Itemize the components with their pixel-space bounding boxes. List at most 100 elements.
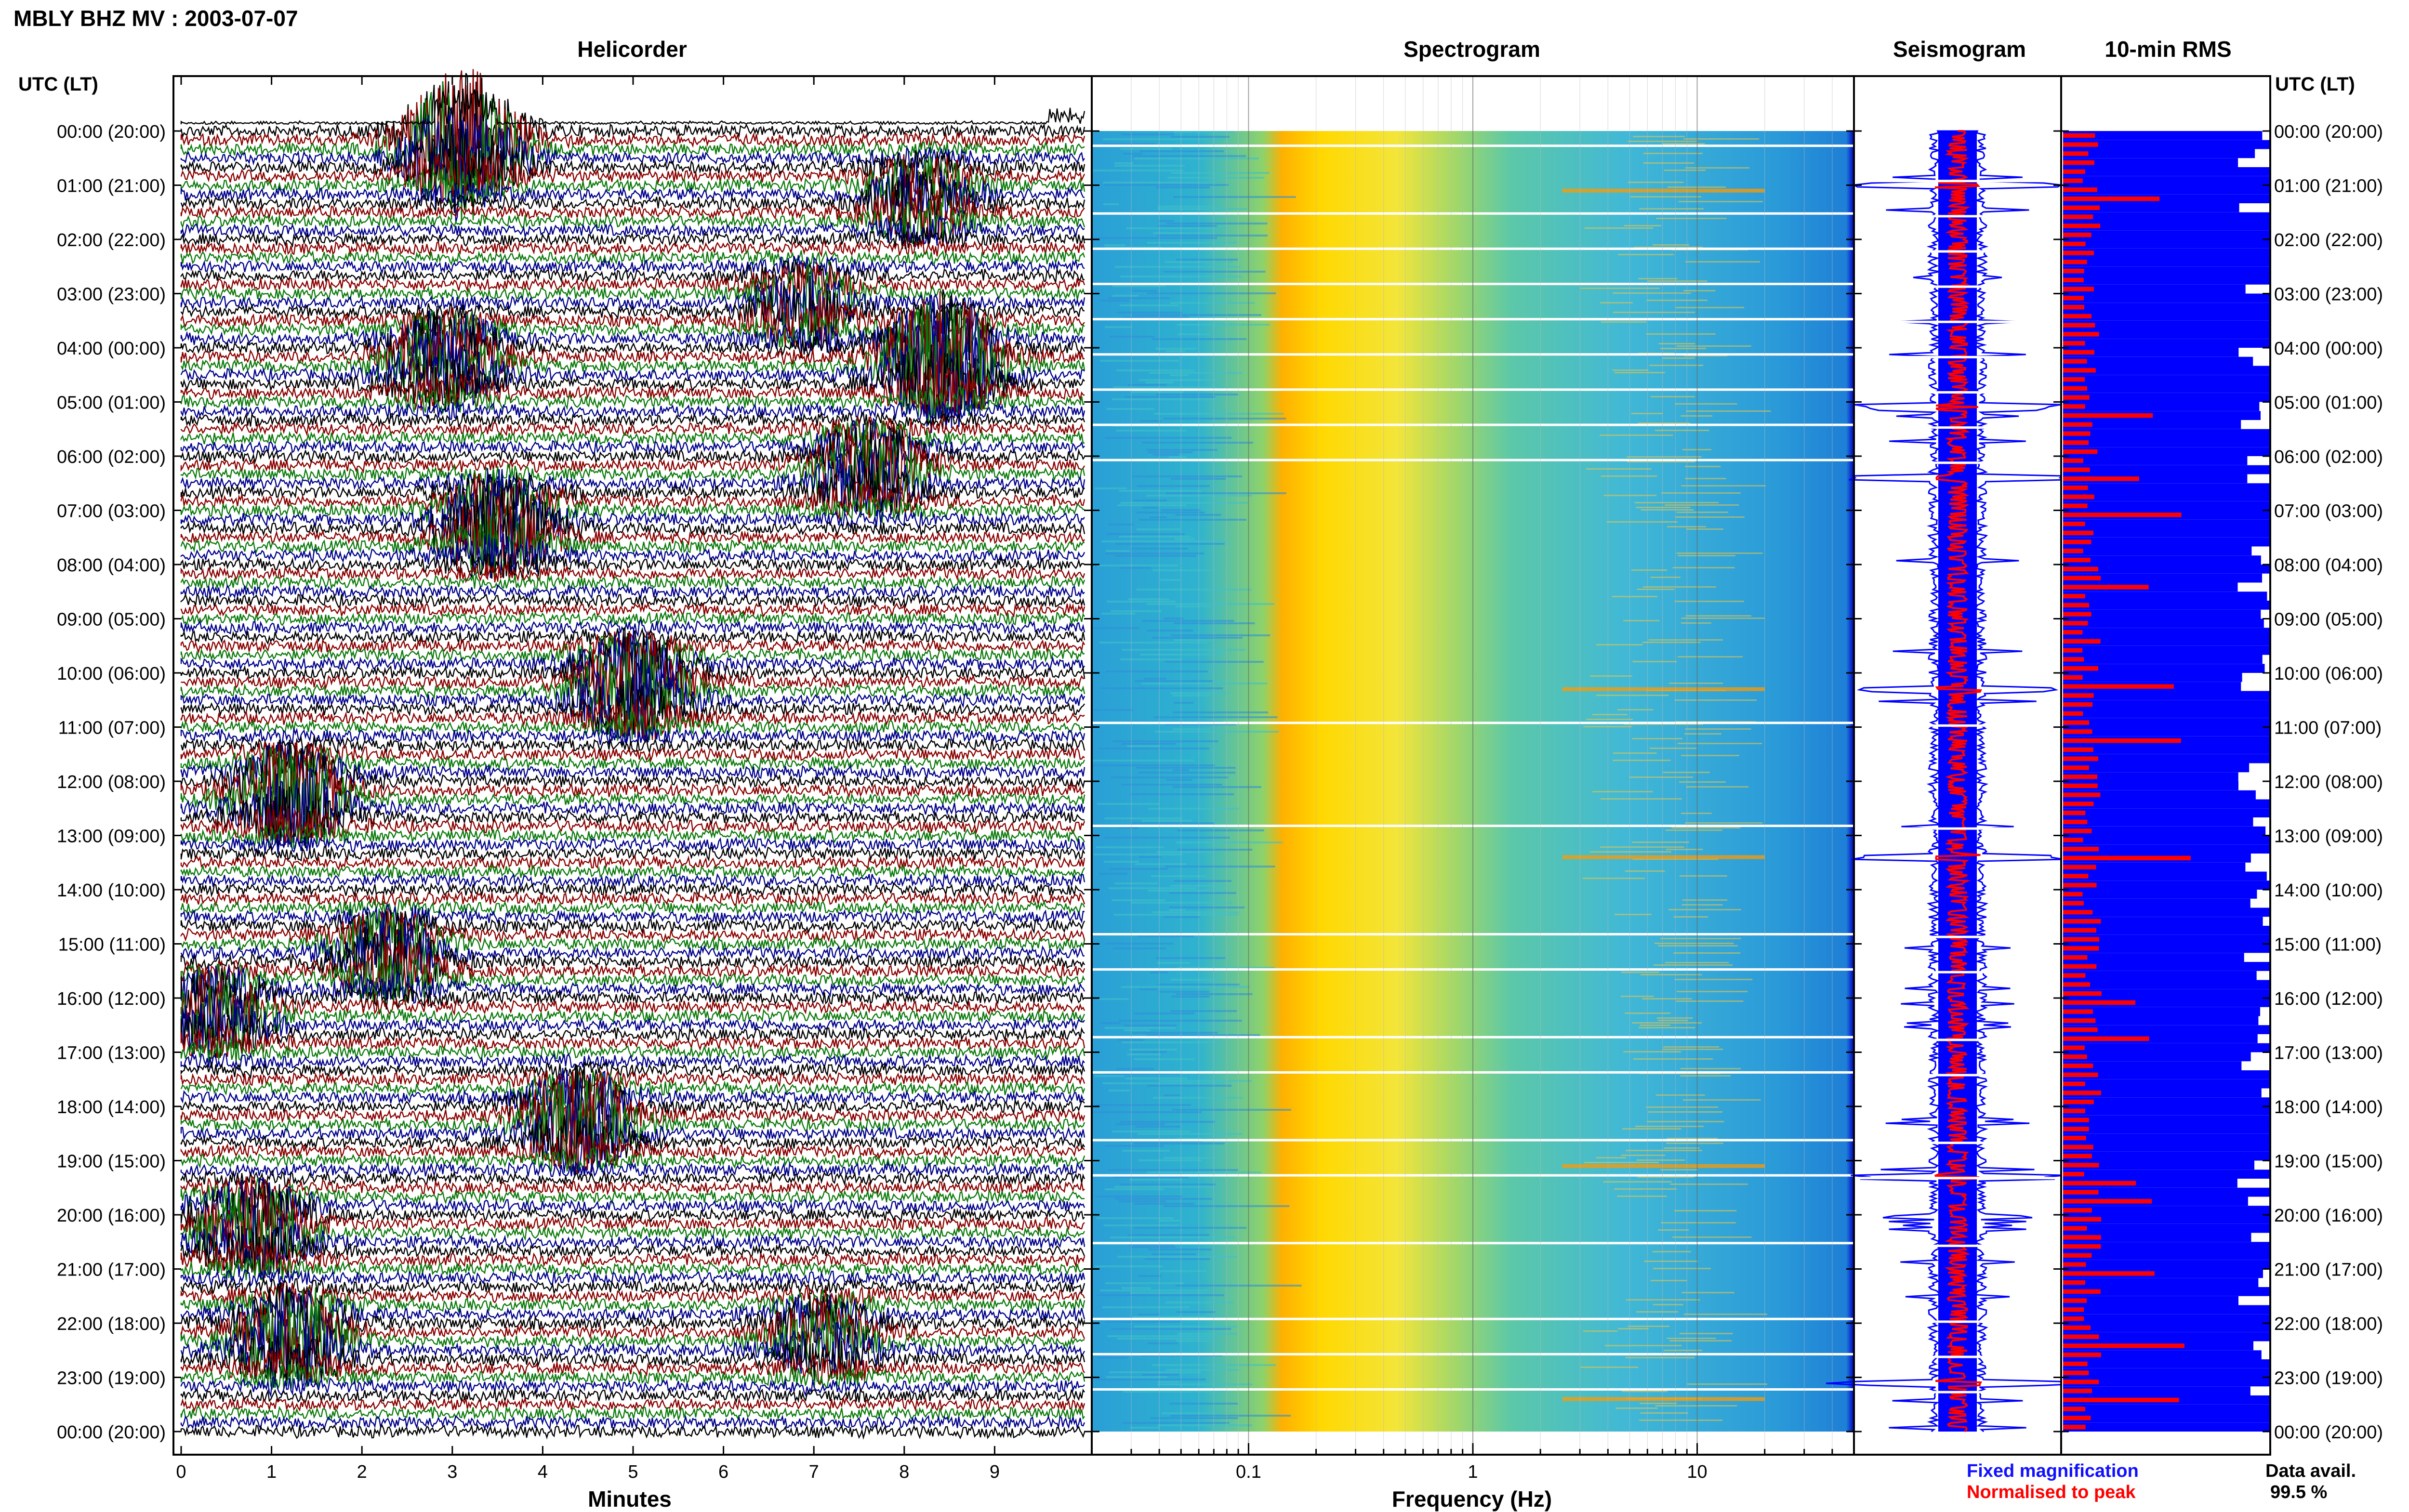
spectrogram-row (1136, 589, 1252, 591)
rms-normalised-bar (2063, 386, 2087, 391)
spectrogram-row (1618, 1328, 1649, 1329)
spectrogram-row (1662, 1049, 1723, 1050)
rms-normalised-bar (2063, 675, 2083, 680)
seismogram-gap (1855, 1391, 2060, 1394)
spectrogram-row (1166, 223, 1268, 224)
rms-normalised-bar (2063, 1099, 2094, 1104)
rms-normalised-bar (2063, 1054, 2087, 1059)
spectrogram-row (1139, 856, 1161, 858)
rms-normalised-bar (2063, 1063, 2093, 1068)
figure-title: MBLY BHZ MV : 2003-07-07 (13, 6, 298, 31)
rms-normalised-bar (2063, 603, 2089, 608)
rms-fixed-bar (2063, 808, 2270, 817)
seismogram-fixed-trace (1958, 130, 2089, 1433)
rms-fixed-bar (2063, 573, 2263, 583)
helicorder-x-tick: 1 (266, 1462, 277, 1482)
seismogram-gap (1855, 1320, 2060, 1323)
spectrogram-row (1171, 996, 1210, 998)
spectrogram-row (1132, 475, 1242, 477)
spectrogram-row (1094, 237, 1217, 239)
helicorder-trace (180, 549, 1085, 579)
spectrogram-row (1126, 227, 1227, 229)
rms-fixed-bar (2063, 158, 2238, 167)
spectrogram-row (1134, 1058, 1195, 1060)
spectrogram-row (1129, 1179, 1183, 1181)
spectrogram-row (1584, 227, 1654, 229)
rms-normalised-bar (2063, 485, 2088, 490)
helicorder-trace (180, 431, 1085, 511)
rms-fixed-bar (2063, 1332, 2270, 1341)
spectrogram-row (1169, 907, 1245, 908)
spectrogram-row (1106, 533, 1185, 535)
spectrogram-row (1108, 1090, 1130, 1091)
rms-normalised-bar (2063, 792, 2101, 797)
spectrogram-row (1177, 829, 1264, 831)
spectrogram-row (1152, 637, 1243, 639)
spectrogram-row (1169, 1403, 1238, 1405)
spectrogram-row (1096, 1294, 1224, 1296)
spectrogram-row (1096, 846, 1164, 848)
rms-fixed-bar (2063, 1160, 2255, 1170)
spectrogram-row (1116, 430, 1187, 432)
seismogram-gap (1855, 1142, 2060, 1144)
spectrogram-row (1580, 1367, 1639, 1368)
spectrogram-row (1121, 986, 1250, 988)
helicorder-trace (180, 908, 1085, 962)
helicorder-trace (180, 1406, 1085, 1422)
rms-bars (2063, 131, 2270, 1432)
rms-fixed-bar (2063, 465, 2270, 474)
spectrogram-x-tick: 10 (1687, 1462, 1707, 1482)
spectrogram-row (1165, 1302, 1234, 1303)
spectrogram-row (1596, 644, 1643, 645)
spectrogram-row (1105, 437, 1231, 439)
spectrogram-row (1660, 348, 1707, 349)
data-avail-value: 99.5 % (2270, 1482, 2327, 1502)
helicorder-x-tick: 0 (176, 1462, 186, 1482)
spectrogram-row (1614, 1188, 1677, 1190)
helicorder-trace (180, 903, 1085, 928)
rms-normalised-bar (2063, 1343, 2184, 1348)
spectrogram-row (1141, 1354, 1223, 1356)
rms-normalised-bar (2063, 187, 2097, 192)
spectrogram-row (1596, 1157, 1627, 1158)
spectrogram-row (1121, 133, 1175, 135)
helicorder-trace (180, 1258, 1085, 1281)
spectrogram-row (1139, 988, 1158, 990)
spectrogram-row (1600, 302, 1633, 303)
spectrogram-row (1125, 396, 1216, 398)
spectrogram-row (1625, 870, 1665, 872)
spectrogram-row (1110, 868, 1168, 870)
spectrogram-row (1628, 182, 1684, 183)
spectrogram-row (1633, 1058, 1713, 1060)
rms-normalised-bar (2063, 828, 2092, 833)
seismogram-gap (1855, 180, 2060, 183)
spectrogram-row (1147, 1085, 1232, 1087)
rms-normalised-bar (2063, 449, 2098, 454)
spectrogram-row (1157, 1381, 1180, 1383)
spectrogram-row (1170, 634, 1271, 636)
spectrogram-row (1686, 528, 1723, 530)
helicorder-x-tick: 4 (538, 1462, 548, 1482)
helicorder-trace (180, 1311, 1085, 1388)
helicorder-trace (180, 1080, 1085, 1164)
rms-normalised-bar (2063, 1208, 2092, 1213)
helicorder-x-tick: 9 (990, 1462, 1000, 1482)
spectrogram-row (1586, 719, 1633, 720)
rms-fixed-bar (2063, 176, 2270, 185)
spectrogram-row (1681, 485, 1766, 486)
spectrogram-row (1661, 1222, 1736, 1223)
spectrogram-row (1664, 170, 1706, 171)
spectrogram-row (1145, 1258, 1210, 1260)
rms-fixed-bar (2063, 1124, 2270, 1134)
time-tick-left: 19:00 (15:00) (57, 1152, 166, 1172)
helicorder-trace (180, 1116, 1085, 1175)
rms-fixed-bar (2063, 1106, 2270, 1116)
spectrogram-row (1673, 916, 1708, 918)
spectrogram-row (1656, 218, 1727, 219)
spectrogram-row (1169, 456, 1187, 458)
rms-fixed-bar (2063, 1260, 2270, 1269)
spectrogram-row (1112, 899, 1165, 901)
spectrogram-row (1160, 1080, 1252, 1082)
spectrogram-row (1097, 1357, 1127, 1359)
rms-fixed-bar (2063, 1386, 2250, 1395)
